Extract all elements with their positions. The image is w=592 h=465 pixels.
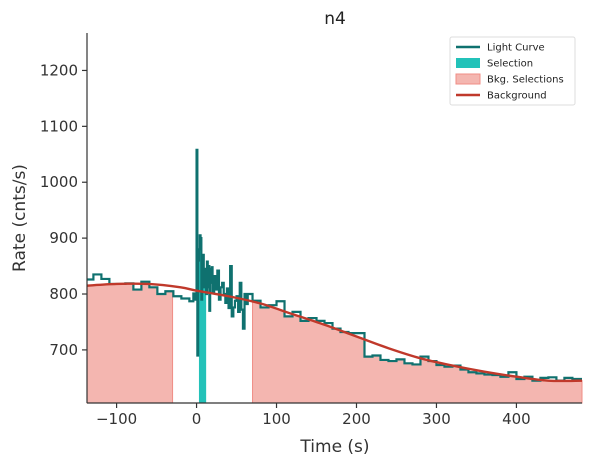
bkg-selection-region-1 — [86, 283, 174, 404]
axes: −100 0 100 200 300 400 700 800 900 1000 1100 1200 — [40, 33, 582, 428]
y-tick-label: 900 — [49, 229, 78, 247]
x-axis-ticks: −100 0 100 200 300 400 — [96, 403, 531, 428]
legend-label: Light Curve — [487, 43, 545, 54]
y-axis-ticks: 700 800 900 1000 1100 1200 — [40, 61, 87, 359]
legend-item: Selection — [456, 58, 533, 70]
y-axis-label: Rate (cnts/s) — [10, 164, 30, 272]
y-tick-label: 1000 — [40, 173, 78, 191]
y-tick-label: 1200 — [40, 61, 78, 79]
legend-label: Background — [487, 91, 547, 102]
x-tick-label: 100 — [262, 410, 291, 428]
x-tick-label: 200 — [342, 410, 371, 428]
x-tick-label: −100 — [96, 410, 137, 428]
x-tick-label: 300 — [422, 410, 451, 428]
legend-swatch-patch — [456, 58, 480, 68]
background-model-series — [86, 282, 583, 383]
light-curve-series — [87, 148, 582, 382]
legend-item: Bkg. Selections — [455, 73, 564, 86]
x-tick-label: 0 — [192, 410, 202, 428]
y-tick-label: 800 — [49, 285, 78, 303]
legend-swatch-patch — [455, 73, 481, 85]
bkg-selection-regions — [86, 283, 583, 404]
legend-item: Light Curve — [456, 43, 545, 54]
y-tick-label: 1100 — [40, 117, 78, 135]
legend-frame — [449, 36, 576, 106]
legend-item: Background — [456, 91, 547, 102]
light-curve-line — [87, 148, 582, 382]
chart-title: n4 — [324, 9, 346, 29]
x-axis-label: Time (s) — [299, 437, 369, 457]
plot-area — [86, 148, 583, 404]
y-tick-label: 700 — [49, 341, 78, 359]
background-model-line — [86, 282, 583, 383]
legend-label: Bkg. Selections — [487, 75, 564, 86]
legend-label: Selection — [487, 59, 533, 70]
x-tick-label: 400 — [502, 410, 531, 428]
legend: Light Curve Selection Bkg. Selections Backg… — [449, 36, 576, 106]
